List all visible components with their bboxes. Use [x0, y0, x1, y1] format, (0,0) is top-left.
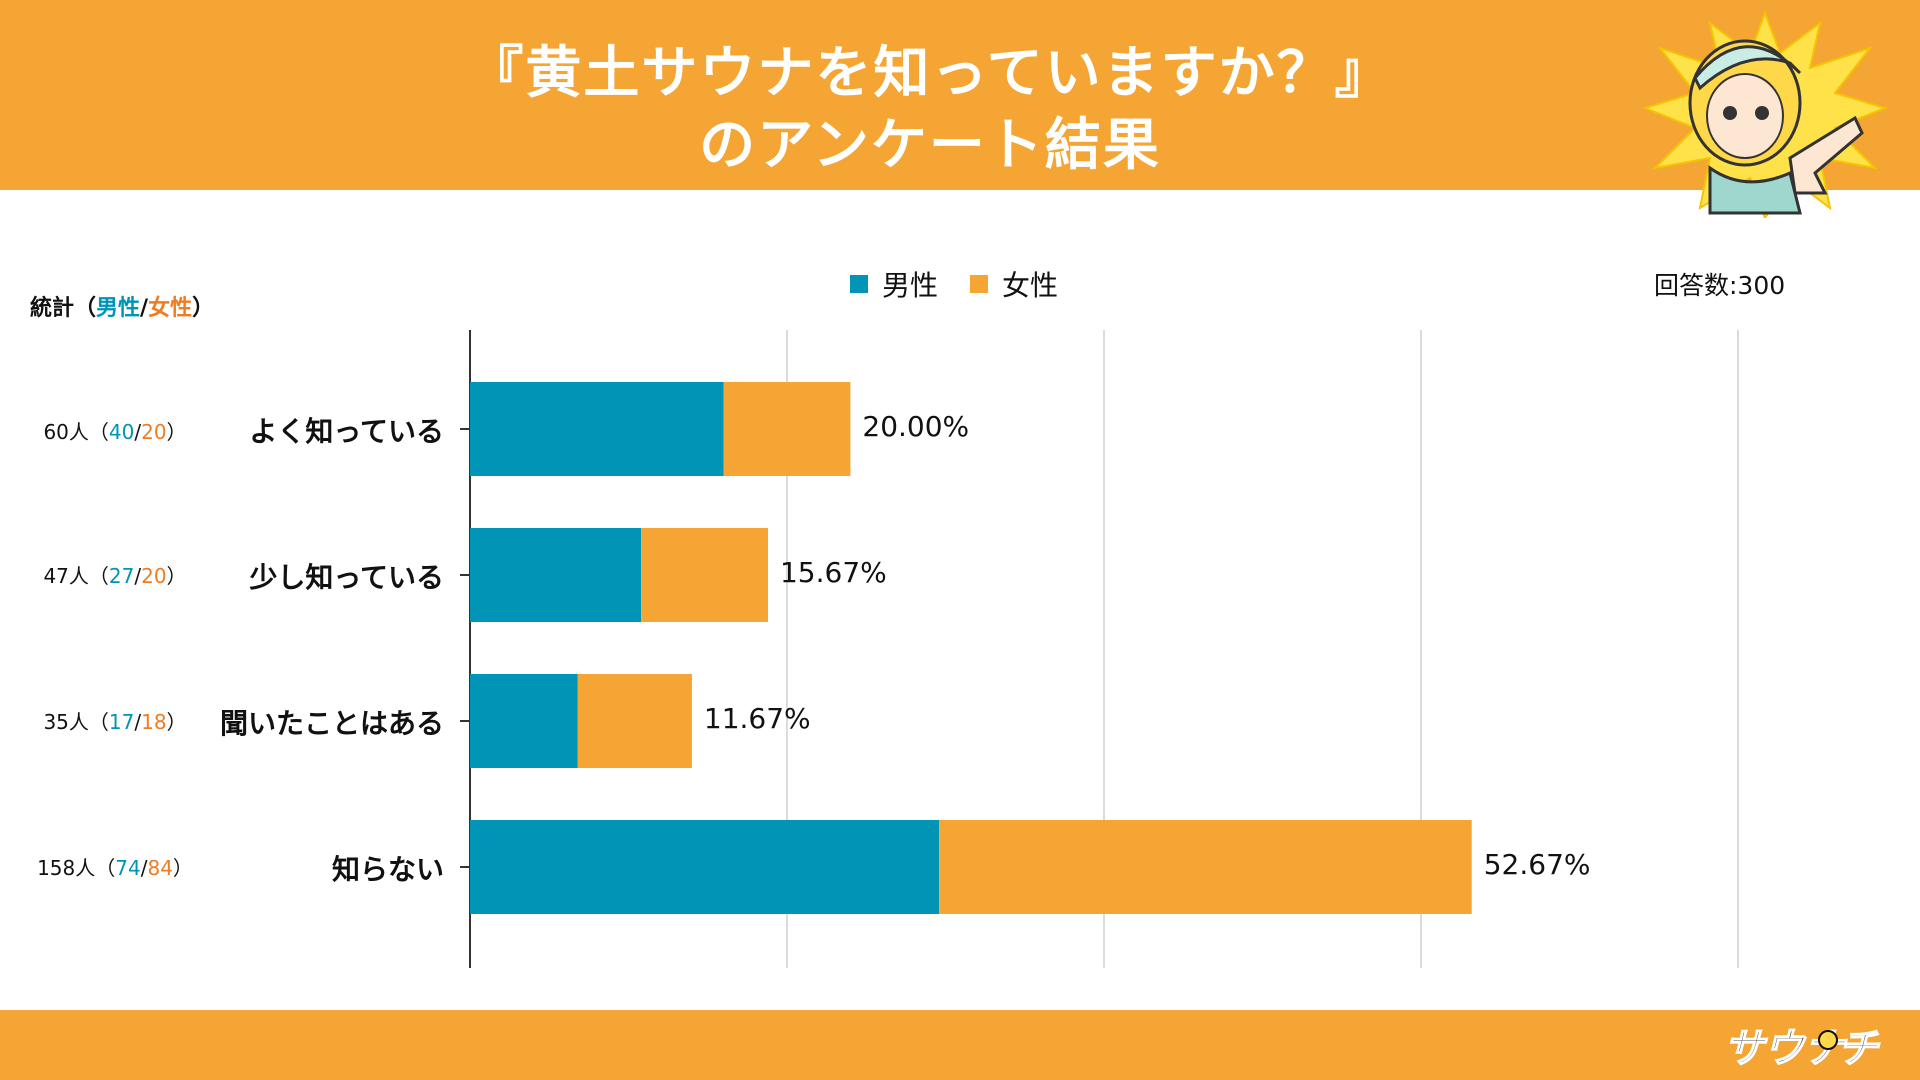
stats-header-male: 男性 — [96, 296, 141, 321]
bar-segment-male — [470, 382, 724, 476]
category-label: 聞いたことはある — [219, 707, 444, 740]
data-label: 20.00% — [862, 410, 970, 443]
footer-bar — [0, 1010, 1920, 1080]
stats-header-suffix: ） — [192, 296, 215, 321]
stats-header: 統計（男性/女性） — [30, 290, 214, 322]
stat-total: 158人（ — [37, 856, 116, 880]
legend-item-male: 男性 — [850, 264, 938, 304]
category-label: 少し知っている — [249, 561, 444, 594]
bar-segment-male — [470, 674, 578, 768]
legend-label-female: 女性 — [1002, 269, 1059, 302]
page-title-line1: 『黄土サウナを知っていますか？』 — [467, 41, 1393, 106]
data-label: 11.67% — [703, 702, 811, 735]
stat-male: 17 — [108, 710, 135, 734]
data-label: 52.67% — [1483, 848, 1591, 881]
stat-row: 47人（27/20） — [43, 564, 187, 588]
stat-female: 18 — [141, 710, 167, 734]
stat-total: 60人（ — [43, 420, 109, 444]
legend-swatch-female — [970, 275, 989, 293]
bar-segment-female — [939, 820, 1472, 914]
stat-male: 74 — [115, 856, 141, 880]
chart-legend: 男性 女性 — [850, 264, 1058, 304]
total-responses: 回答数:300 — [1654, 271, 1786, 300]
legend-item-female: 女性 — [970, 264, 1058, 304]
bar-segment-female — [641, 528, 768, 622]
bar-segment-female — [577, 674, 692, 768]
stat-female: 84 — [147, 856, 173, 880]
bar-segment-female — [723, 382, 851, 476]
stat-total: 35人（ — [43, 710, 109, 734]
stat-close: ） — [166, 710, 187, 734]
legend-swatch-male — [850, 275, 868, 293]
sauna-logo: サウナ チ — [1723, 1025, 1881, 1073]
page-title-line2: のアンケート結果 — [699, 113, 1161, 178]
legend-label-male: 男性 — [882, 269, 939, 302]
stats-header-slash: / — [140, 296, 149, 321]
svg-text:チ: チ — [1838, 1026, 1880, 1072]
stat-male: 27 — [108, 564, 135, 588]
data-label: 15.67% — [779, 556, 887, 589]
stats-header-prefix: 統計（ — [30, 296, 97, 321]
stat-close: ） — [172, 856, 193, 880]
stat-female: 20 — [141, 564, 167, 588]
stat-row: 158人（74/84） — [37, 856, 193, 880]
stat-row: 35人（17/18） — [43, 710, 187, 734]
stat-total: 47人（ — [43, 564, 109, 588]
category-label: 知らない — [331, 853, 444, 886]
stat-close: ） — [166, 564, 187, 588]
header-bar: 『黄土サウナを知っていますか？』 のアンケート結果 — [0, 0, 1920, 190]
stat-male: 40 — [108, 420, 135, 444]
bar-segment-male — [470, 528, 642, 622]
stat-female: 20 — [141, 420, 167, 444]
stats-header-female: 女性 — [148, 296, 193, 321]
bar-segment-male — [470, 820, 940, 914]
stat-row: 60人（40/20） — [43, 420, 187, 444]
mascot-illustration — [1641, 10, 1889, 218]
stat-close: ） — [166, 420, 187, 444]
category-label: よく知っている — [249, 415, 444, 448]
